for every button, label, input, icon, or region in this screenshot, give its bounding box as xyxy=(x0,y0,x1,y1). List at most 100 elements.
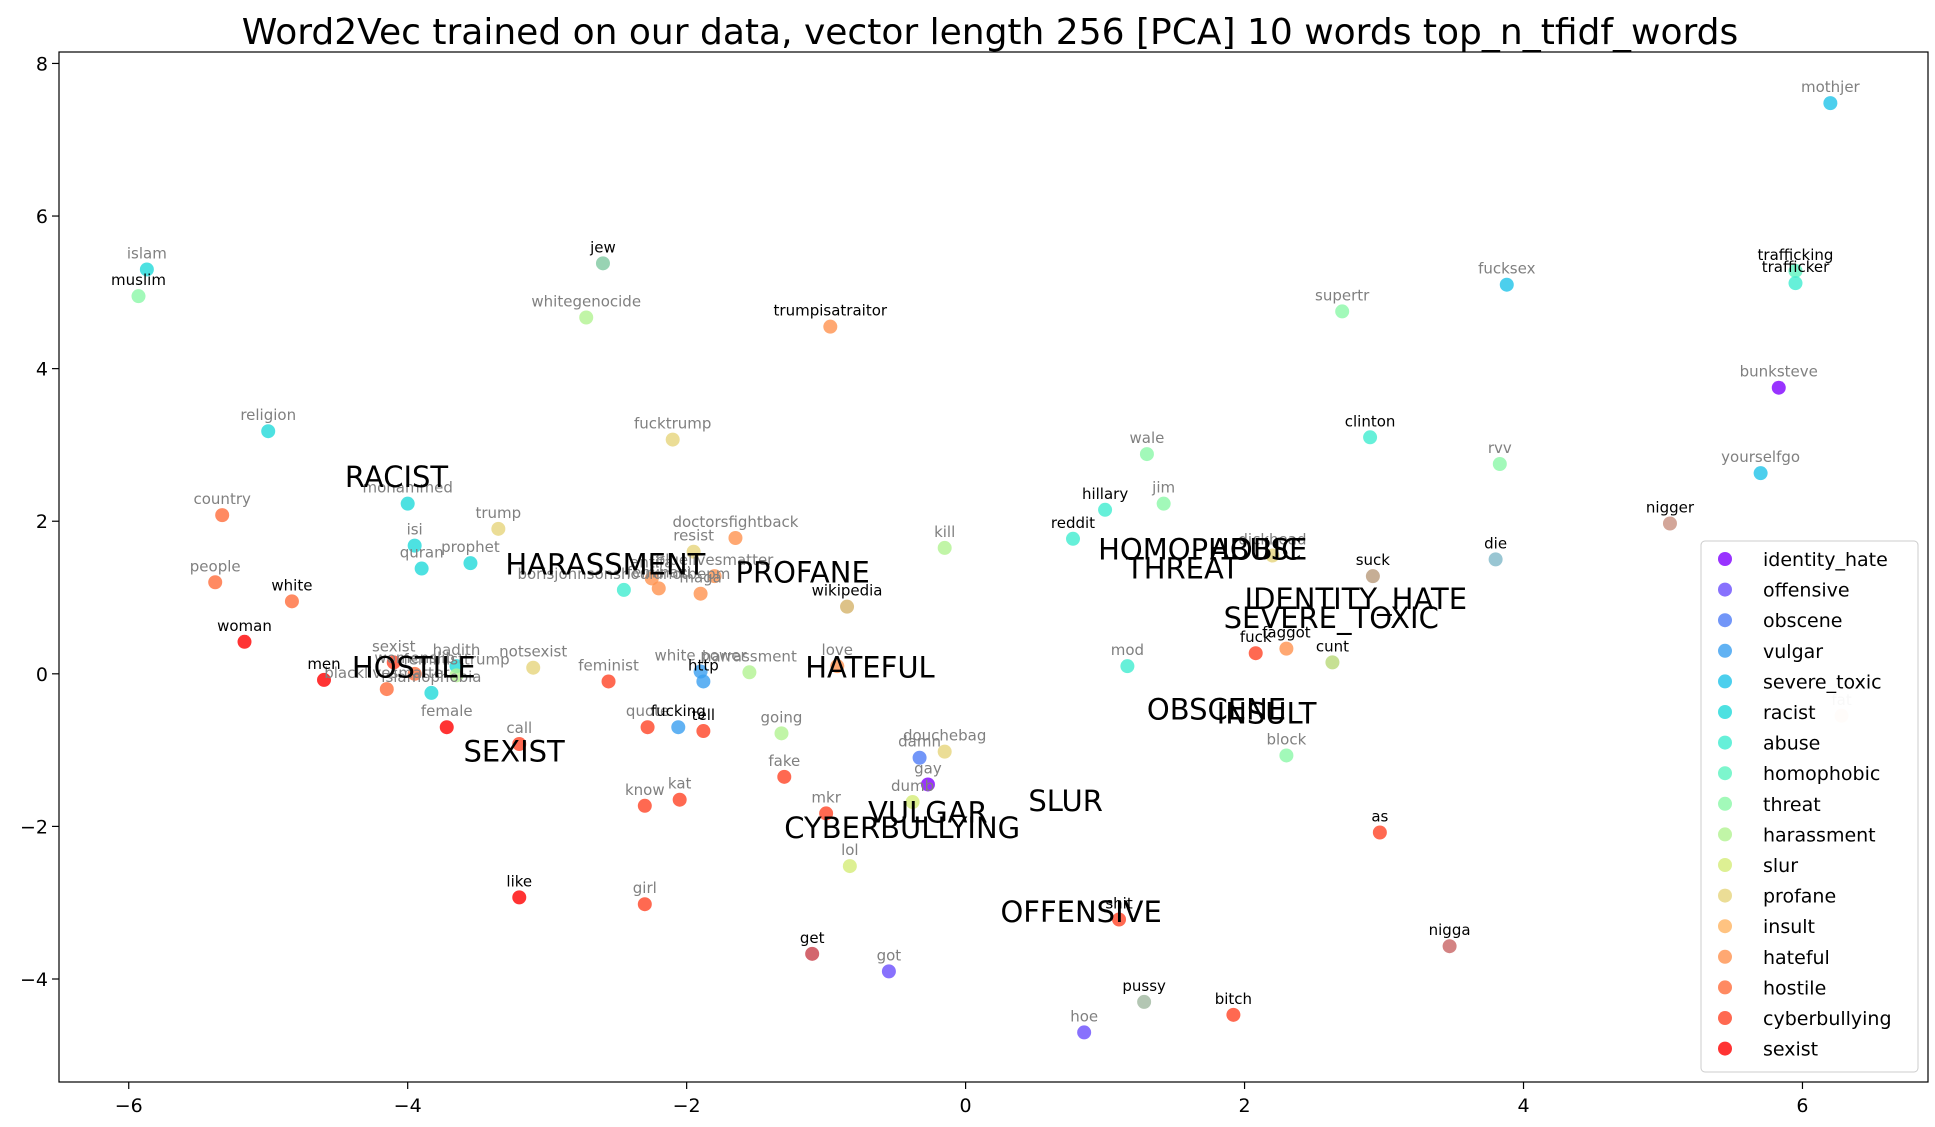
data-point xyxy=(215,508,230,523)
legend-box xyxy=(1700,540,1919,1073)
category-label: IDENTITY_HATE xyxy=(1245,582,1468,616)
data-point xyxy=(640,720,655,735)
legend-label: racist xyxy=(1763,702,1816,724)
legend-marker xyxy=(1718,582,1732,597)
data-point xyxy=(1771,380,1786,395)
legend-label: homophobic xyxy=(1763,763,1880,785)
data-point xyxy=(937,540,952,555)
legend-marker xyxy=(1718,674,1732,689)
x-tick-label: −4 xyxy=(394,1095,422,1117)
data-point xyxy=(1753,466,1768,481)
data-point xyxy=(1499,277,1514,292)
category-label: OBSCENE xyxy=(1147,693,1286,727)
point-label: girl xyxy=(633,879,657,897)
point-label: woman xyxy=(217,617,272,635)
data-point xyxy=(1077,1025,1092,1040)
data-point xyxy=(1788,263,1803,278)
legend-marker xyxy=(1718,827,1732,842)
point-label: hillary xyxy=(1082,485,1128,503)
data-point xyxy=(1492,457,1507,471)
legend-marker xyxy=(1718,1041,1732,1056)
data-point xyxy=(644,571,659,586)
point-label: jew xyxy=(589,238,616,256)
point-label: bitch xyxy=(1215,990,1252,1008)
point-label: die xyxy=(1484,534,1507,552)
point-label: suck xyxy=(1356,551,1391,569)
data-point xyxy=(774,726,789,741)
data-point xyxy=(139,262,154,277)
x-tick-label: −2 xyxy=(673,1095,701,1117)
category-labels-layer: RACIST HARASSMENT PROFANE HATEFUL HOSTILE SEX… xyxy=(345,460,1467,929)
legend-marker xyxy=(1718,980,1732,995)
data-point xyxy=(1442,939,1457,954)
data-point xyxy=(1120,659,1135,674)
point-label: tell xyxy=(692,706,715,724)
y-tick-label: −4 xyxy=(20,969,48,991)
data-point xyxy=(1372,825,1387,840)
point-label: supertr xyxy=(1315,286,1370,304)
x-tick-label: 4 xyxy=(1517,1095,1529,1117)
category-label: CYBERBULLYING xyxy=(784,811,1020,845)
data-point xyxy=(491,521,506,536)
point-label: dickhead xyxy=(1238,531,1306,549)
data-point xyxy=(912,750,927,765)
data-point xyxy=(1365,569,1380,584)
point-label: kat xyxy=(668,775,692,793)
data-point xyxy=(823,319,838,334)
legend-marker xyxy=(1718,949,1732,964)
word-labels-layer: islam muslim jew whitegenocide trumpisatrait… xyxy=(111,78,1861,1025)
point-label: douchebag xyxy=(903,727,986,745)
point-label: yourselfgo xyxy=(1721,448,1800,466)
data-point xyxy=(937,744,952,759)
data-point xyxy=(637,798,652,813)
point-label: country xyxy=(194,490,251,508)
point-label: hadith xyxy=(433,641,481,659)
category-label: SEVERE_TOXIC xyxy=(1224,601,1439,635)
data-point xyxy=(1226,1007,1241,1022)
legend-label: sexist xyxy=(1763,1039,1818,1061)
data-point xyxy=(696,674,711,689)
category-label: HATEFUL xyxy=(805,651,935,685)
category-label: SEXIST xyxy=(463,735,565,769)
data-point xyxy=(905,794,920,809)
category-label: RACIST xyxy=(345,460,449,494)
data-point xyxy=(1279,748,1294,763)
data-point xyxy=(1112,912,1127,927)
chart-title: Word2Vec trained on our data, vector len… xyxy=(242,12,1739,53)
x-axis: −6 −4 −2 0 2 4 6 xyxy=(115,1082,1809,1117)
category-label: VULGAR xyxy=(868,796,988,830)
point-label: nigger xyxy=(1646,499,1695,517)
point-label: white xyxy=(271,576,312,594)
data-point xyxy=(1098,502,1113,517)
legend-marker xyxy=(1718,766,1732,781)
legend-marker xyxy=(1718,705,1732,719)
point-label: got xyxy=(877,946,902,964)
legend-label: abuse xyxy=(1763,733,1820,755)
point-label: fuck xyxy=(1240,628,1272,646)
point-label: like xyxy=(506,872,532,890)
point-label: trumpisatraitor xyxy=(774,302,888,320)
data-point xyxy=(1788,276,1803,291)
point-label: lol xyxy=(841,841,859,859)
point-label: harrassment xyxy=(702,647,797,665)
point-label: jim xyxy=(1151,479,1175,497)
data-point xyxy=(830,659,845,674)
data-point xyxy=(637,897,652,912)
point-label: love xyxy=(822,641,853,659)
point-label: http xyxy=(688,656,719,674)
point-label: people xyxy=(190,557,241,575)
point-label: pussy xyxy=(1122,977,1166,995)
point-label: trafficker xyxy=(1762,258,1830,276)
legend-label: threat xyxy=(1763,794,1821,816)
point-label: sexist xyxy=(372,637,416,655)
data-point xyxy=(1488,552,1503,567)
data-point xyxy=(261,424,276,439)
data-point xyxy=(131,289,146,304)
point-label: reddit xyxy=(1051,514,1095,532)
data-point xyxy=(601,674,616,689)
category-label: HOMOPHOBIC xyxy=(1098,532,1301,566)
point-label: feminazi xyxy=(627,563,691,581)
data-point xyxy=(407,538,422,553)
y-axis: −4 −2 0 2 4 6 8 xyxy=(20,53,59,991)
x-tick-label: −6 xyxy=(115,1095,143,1117)
